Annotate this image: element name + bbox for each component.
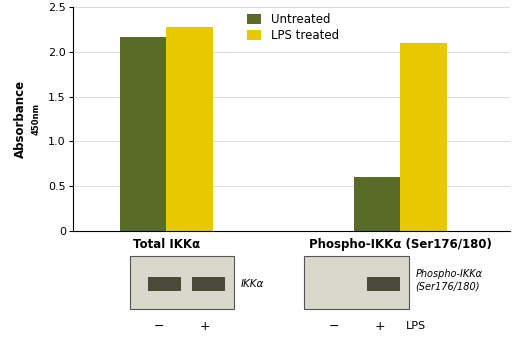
Bar: [166, 27, 213, 231]
Text: +: +: [374, 320, 385, 333]
Text: 450nm: 450nm: [31, 103, 40, 135]
Bar: [120, 36, 166, 231]
Text: −: −: [329, 320, 339, 333]
Bar: [304, 256, 409, 309]
Text: IKKα: IKKα: [241, 279, 264, 289]
Bar: [192, 277, 225, 290]
Bar: [148, 277, 181, 290]
Text: −: −: [154, 320, 164, 333]
Text: Phospho-IKKα
(Ser176/180): Phospho-IKKα (Ser176/180): [415, 269, 483, 291]
Bar: [400, 43, 447, 231]
Bar: [367, 277, 400, 290]
Legend: Untreated, LPS treated: Untreated, LPS treated: [245, 10, 341, 44]
Bar: [354, 177, 400, 231]
Text: LPS: LPS: [406, 321, 426, 331]
Bar: [129, 256, 235, 309]
Text: +: +: [200, 320, 211, 333]
Text: Absorbance: Absorbance: [14, 80, 27, 158]
